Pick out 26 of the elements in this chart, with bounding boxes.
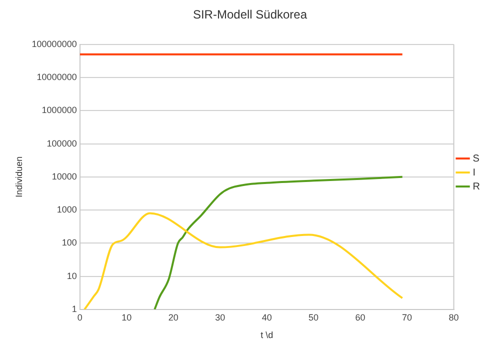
y-tick-label: 10000000 [36,72,77,82]
chart-title: SIR-Modell Südkorea [192,8,308,22]
x-axis-title: t \d [260,330,274,340]
x-tick-label: 40 [262,312,272,322]
line-series [84,212,404,310]
x-tick-label: 80 [448,312,459,322]
y-tick-label: 100000 [46,138,77,148]
x-tick-label: 10 [122,312,132,322]
x-tick-label: 50 [308,312,319,322]
x-tick-label: 60 [355,312,366,322]
x-tick-label: 70 [402,312,412,322]
x-tick-label: 20 [168,312,178,322]
legend-label: I [472,167,476,178]
x-tick-label: 30 [215,312,226,322]
y-tick-label: 1 [72,304,77,314]
y-tick-label: 1000000 [42,105,77,116]
legend-label: S [472,153,480,164]
y-tick-label: 10 [66,270,77,281]
y-tick-label: 100000000 [32,38,77,49]
y-axis-title: Individuen [14,156,24,198]
legend-label: R [472,181,480,192]
y-tick-label: 1000 [56,204,77,215]
y-tick-label: 10000 [52,171,77,182]
line-series [154,176,404,310]
x-tick-label: 0 [77,312,82,322]
y-tick-label: 100 [62,238,77,248]
